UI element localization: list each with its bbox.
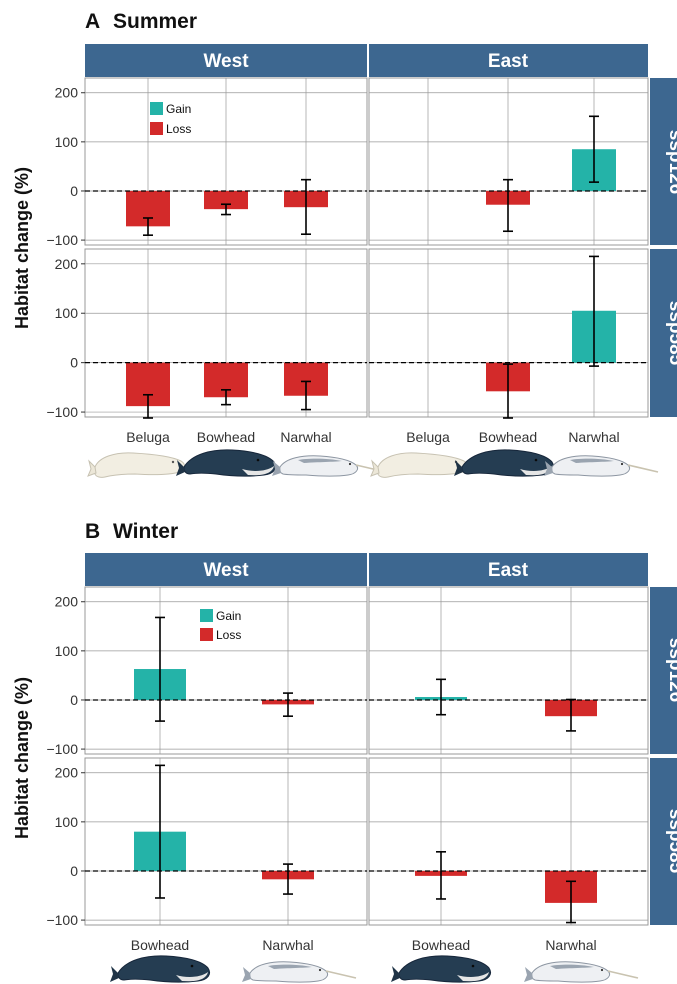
row-strip-ssp585-b: [650, 758, 677, 925]
bowhead-icon-east-b: [390, 955, 492, 983]
y-tick-label-100-west-ssp126-a: 100: [55, 134, 79, 150]
legend-gain-label-b: Gain: [216, 609, 241, 623]
column-label-east-b: East: [488, 560, 529, 581]
beluga-icon-east-a: [370, 452, 469, 478]
y-tick-label-200-west-ssp126-a: 200: [55, 85, 79, 101]
legend-loss-label-b: Loss: [216, 628, 241, 642]
y-tick-label--100-west-ssp126-b: −100: [46, 741, 78, 757]
panel-a-title: Summer: [113, 10, 197, 33]
x-tick-label-bowhead-east-a: Bowhead: [479, 429, 537, 445]
y-axis-title-a: Habitat change (%): [12, 167, 32, 329]
row-strip-ssp126-a: [650, 78, 677, 245]
y-tick-label--100-west-ssp126-a: −100: [46, 232, 78, 248]
column-strip-east-b: [369, 553, 648, 586]
x-tick-label-beluga-east-a: Beluga: [406, 429, 450, 445]
column-strip-west-b: [85, 553, 367, 586]
panel-west-ssp585-b: [84, 757, 368, 926]
y-tick-label-0-west-ssp585-b: 0: [70, 863, 78, 879]
y-tick-label--100-west-ssp585-b: −100: [46, 912, 78, 928]
bowhead-icon-west-a: [175, 449, 277, 477]
y-tick-label-200-west-ssp126-b: 200: [55, 594, 79, 610]
row-label-ssp126-a: ssp126: [665, 130, 677, 194]
row-label-ssp126-b: ssp126: [665, 638, 677, 702]
legend-gain-label-a: Gain: [166, 102, 191, 116]
narwhal-icon-west-b: [241, 961, 357, 983]
panel-b-label: B: [85, 520, 100, 543]
column-label-west-b: West: [203, 560, 249, 581]
x-tick-label-narwhal-west-a: Narwhal: [280, 429, 331, 445]
bar-bowhead-west-ssp126-a: [204, 190, 248, 210]
column-label-west-a: West: [203, 51, 249, 72]
legend-gain-swatch-b: [200, 609, 213, 622]
legend-loss-swatch-b: [200, 628, 213, 641]
y-tick-label-100-west-ssp585-b: 100: [55, 814, 79, 830]
panel-a-label: A: [85, 10, 100, 33]
row-strip-ssp585-a: [650, 249, 677, 417]
bowhead-icon-east-a: [453, 449, 555, 477]
y-tick-label-100-west-ssp126-b: 100: [55, 643, 79, 659]
y-tick-label--100-west-ssp585-a: −100: [46, 404, 78, 420]
x-tick-label-bowhead-west-a: Bowhead: [197, 429, 255, 445]
x-tick-label-narwhal-west-b: Narwhal: [262, 937, 313, 953]
column-label-east-a: East: [488, 51, 529, 72]
row-strip-ssp126-b: [650, 587, 677, 754]
panel-east-ssp585-b: [368, 757, 649, 926]
narwhal-icon-east-b: [523, 961, 639, 983]
legend-gain-swatch-a: [150, 102, 163, 115]
row-label-ssp585-a: ssp585: [665, 301, 677, 366]
y-tick-label-0-west-ssp126-b: 0: [70, 692, 78, 708]
y-tick-label-200-west-ssp585-a: 200: [55, 256, 79, 272]
y-tick-label-100-west-ssp585-a: 100: [55, 305, 79, 321]
x-tick-label-bowhead-west-b: Bowhead: [131, 937, 189, 953]
narwhal-icon-west-a: [271, 455, 387, 477]
x-tick-label-beluga-west-a: Beluga: [126, 429, 170, 445]
panel-east-ssp126-b: [368, 586, 649, 755]
column-strip-west-a: [85, 44, 367, 77]
beluga-icon-west-a: [87, 452, 186, 478]
legend-loss-swatch-a: [150, 122, 163, 135]
y-tick-label-0-west-ssp126-a: 0: [70, 183, 78, 199]
y-tick-label-200-west-ssp585-b: 200: [55, 765, 79, 781]
x-tick-label-narwhal-east-a: Narwhal: [568, 429, 619, 445]
legend-loss-label-a: Loss: [166, 122, 191, 136]
y-axis-title-b: Habitat change (%): [12, 677, 32, 839]
bowhead-icon-west-b: [109, 955, 211, 983]
panel-b-title: Winter: [113, 520, 178, 543]
column-strip-east-a: [369, 44, 648, 77]
x-tick-label-bowhead-east-b: Bowhead: [412, 937, 470, 953]
row-label-ssp585-b: ssp585: [665, 809, 677, 874]
panel-west-ssp126-b: [84, 586, 368, 755]
x-tick-label-narwhal-east-b: Narwhal: [545, 937, 596, 953]
y-tick-label-0-west-ssp585-a: 0: [70, 355, 78, 371]
narwhal-icon-east-a: [543, 455, 659, 477]
